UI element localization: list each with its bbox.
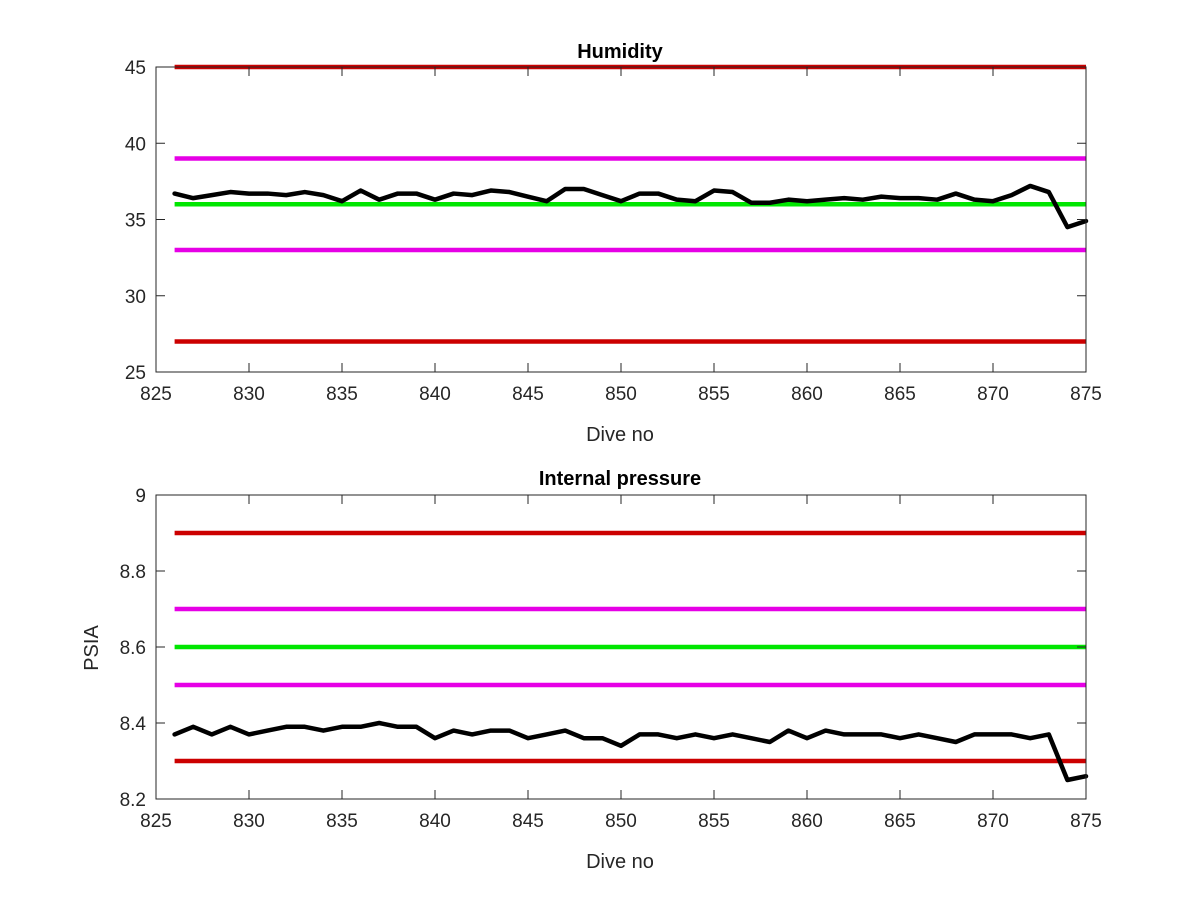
y-tick-label: 9 xyxy=(135,486,146,507)
y-tick-label: 8.6 xyxy=(120,638,146,659)
x-axis-label: Dive no xyxy=(586,851,654,873)
x-tick-label: 855 xyxy=(698,384,730,405)
x-tick-label: 830 xyxy=(233,384,265,405)
x-tick-label: 845 xyxy=(512,384,544,405)
y-tick-label: 30 xyxy=(125,287,146,308)
x-tick-label: 865 xyxy=(884,384,916,405)
x-tick-label: 825 xyxy=(140,811,172,832)
x-tick-label: 850 xyxy=(605,384,637,405)
y-tick-label: 8.8 xyxy=(120,562,146,583)
y-tick-label: 45 xyxy=(125,58,146,79)
x-tick-label: 835 xyxy=(326,384,358,405)
x-tick-label: 825 xyxy=(140,384,172,405)
x-tick-label: 830 xyxy=(233,811,265,832)
y-axis-label: PSIA xyxy=(81,625,103,671)
humidity-chart: Humidity Dive no 825 830 835 840 845 850 855 86… xyxy=(125,41,1102,446)
x-tick-label: 870 xyxy=(977,811,1009,832)
y-tick-label: 35 xyxy=(125,211,146,232)
y-tick-label: 40 xyxy=(125,134,146,155)
x-tick-label: 835 xyxy=(326,811,358,832)
x-tick-label: 860 xyxy=(791,384,823,405)
y-tick-label: 25 xyxy=(125,363,146,384)
series-line xyxy=(172,720,1089,783)
x-tick-label: 870 xyxy=(977,384,1009,405)
chart-title: Humidity xyxy=(577,41,663,63)
x-tick-label: 875 xyxy=(1070,384,1102,405)
x-tick-label: 850 xyxy=(605,811,637,832)
x-tick-label: 860 xyxy=(791,811,823,832)
x-tick-label: 845 xyxy=(512,811,544,832)
x-tick-label: 865 xyxy=(884,811,916,832)
x-tick-label: 875 xyxy=(1070,811,1102,832)
chart-title: Internal pressure xyxy=(539,468,701,490)
y-tick-label: 8.2 xyxy=(120,790,146,811)
x-axis-label: Dive no xyxy=(586,424,654,446)
series-line xyxy=(172,183,1089,230)
x-tick-label: 840 xyxy=(419,811,451,832)
axes-box xyxy=(155,66,1087,373)
y-tick-label: 8.4 xyxy=(120,714,147,735)
internal-pressure-chart: Internal pressure Dive no PSIA 825 830 835… xyxy=(81,468,1102,873)
x-tick-label: 855 xyxy=(698,811,730,832)
x-tick-label: 840 xyxy=(419,384,451,405)
